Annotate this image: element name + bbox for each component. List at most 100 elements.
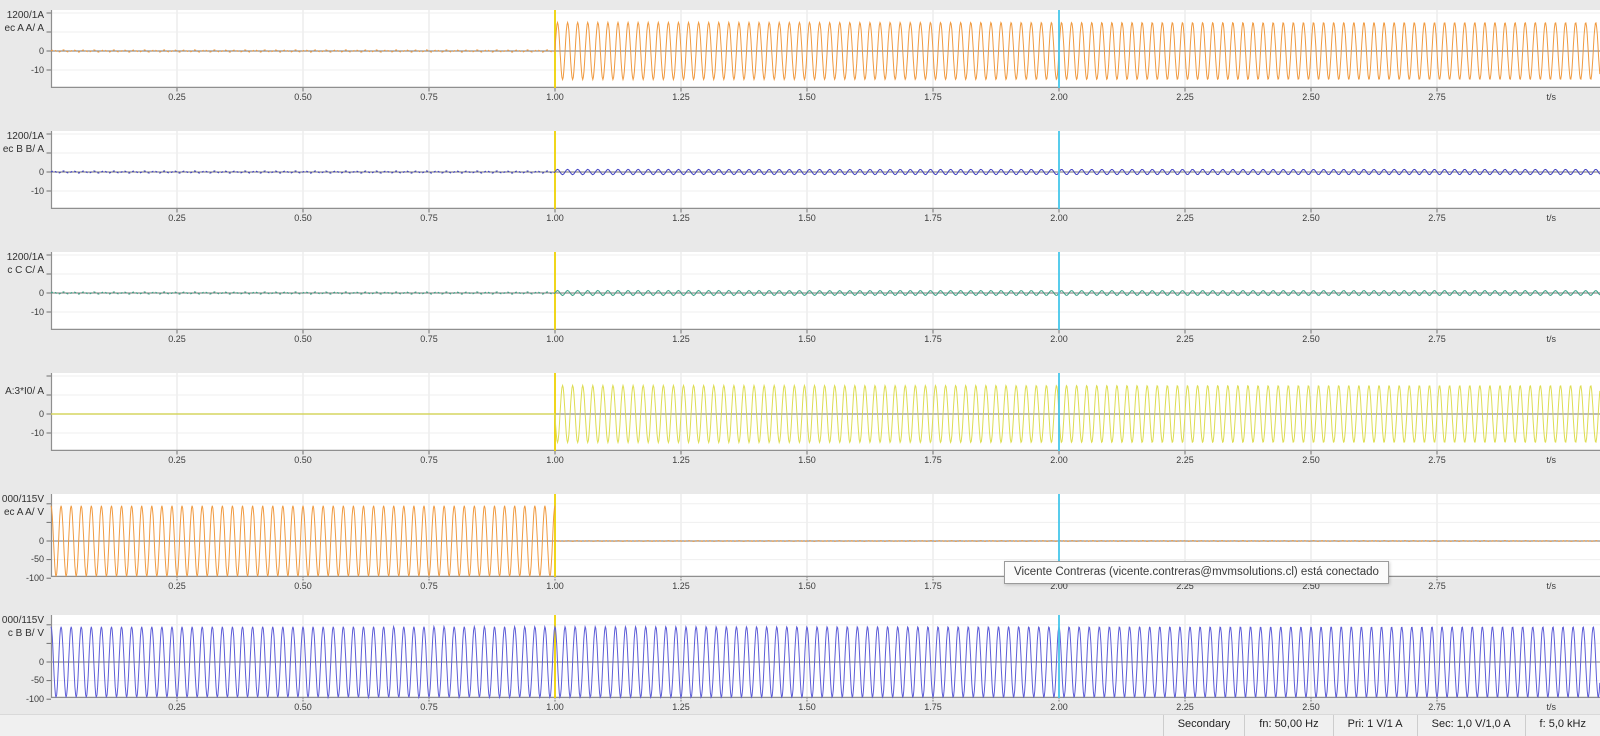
waveform-path bbox=[554, 540, 1600, 542]
channel-ratio-label bbox=[5, 372, 44, 385]
panel-row: 1200/1A ec B B/ A 0 -10 0.25 0.50 0.75 1.00 1.25… bbox=[0, 131, 1600, 229]
x-tick-label: 2.00 bbox=[1050, 213, 1068, 223]
x-axis-label-row: 0.25 0.50 0.75 1.00 1.25 1.50 1.75 2.00 2.25 2.50… bbox=[0, 455, 1600, 469]
channel-ratio-label: 1200/1A bbox=[6, 10, 44, 21]
panel-row: 1200/1A c C C/ A 0 -10 0.25 0.50 0.75 1.00 1.25 1… bbox=[0, 252, 1600, 350]
channel-label: 1200/1A ec B B/ A bbox=[3, 130, 44, 156]
time-unit-label: t/s bbox=[1546, 702, 1556, 712]
y-tick-label: -100 bbox=[25, 572, 44, 583]
x-tick-label: 1.25 bbox=[672, 92, 690, 102]
plot-area[interactable] bbox=[46, 10, 1600, 92]
status-bar: Secondary fn: 50,00 Hz Pri: 1 V/1 A Sec: 1,… bbox=[0, 714, 1600, 736]
x-tick-label: 1.00 bbox=[546, 92, 564, 102]
x-tick-label: 1.75 bbox=[924, 702, 942, 712]
y-tick-label: 0 bbox=[38, 287, 44, 298]
channel-name-label: ec B B/ A bbox=[2, 144, 44, 155]
waveform-path bbox=[50, 624, 1600, 700]
status-cell: f: 5,0 kHz bbox=[1524, 715, 1600, 736]
x-tick-label: 2.25 bbox=[1176, 213, 1194, 223]
time-unit-label: t/s bbox=[1546, 213, 1556, 223]
x-tick-label: 0.50 bbox=[294, 334, 312, 344]
x-tick-label: 0.25 bbox=[168, 92, 186, 102]
channel-label: 000/115V ec A A/ V bbox=[2, 493, 44, 519]
x-tick-label: 1.50 bbox=[798, 581, 816, 591]
channel-name-label: c C C/ A bbox=[7, 265, 44, 276]
waveform-path bbox=[554, 289, 1600, 297]
x-tick-label: 1.00 bbox=[546, 334, 564, 344]
x-tick-label: 1.75 bbox=[924, 455, 942, 465]
x-tick-label: 1.00 bbox=[546, 213, 564, 223]
y-tick-label: -10 bbox=[30, 306, 44, 317]
x-tick-label: 1.50 bbox=[798, 702, 816, 712]
plot-area[interactable] bbox=[46, 373, 1600, 455]
waveform-path bbox=[50, 505, 556, 577]
x-tick-label: 2.75 bbox=[1428, 334, 1446, 344]
channel-ratio-label: 000/115V bbox=[1, 615, 44, 626]
waveform-svg bbox=[46, 252, 1600, 334]
plot-area[interactable] bbox=[46, 252, 1600, 334]
x-tick-label: 2.75 bbox=[1428, 92, 1446, 102]
channel-label: 1200/1A c C C/ A bbox=[7, 251, 44, 277]
x-tick-label: 2.50 bbox=[1302, 702, 1320, 712]
waveform-svg bbox=[46, 131, 1600, 213]
channel-name-label: c B B/ V bbox=[7, 628, 44, 639]
status-cell: Pri: 1 V/1 A bbox=[1332, 715, 1417, 736]
waveform-path bbox=[554, 168, 1600, 176]
x-tick-label: 0.75 bbox=[420, 213, 438, 223]
x-tick-label: 1.25 bbox=[672, 455, 690, 465]
y-tick-label: 0 bbox=[38, 166, 44, 177]
x-tick-label: 2.00 bbox=[1050, 92, 1068, 102]
plot-area[interactable] bbox=[46, 615, 1600, 702]
channel-ratio-label: 1200/1A bbox=[6, 131, 44, 142]
status-cell: Secondary bbox=[1162, 715, 1245, 736]
x-tick-label: 2.00 bbox=[1050, 581, 1068, 591]
x-tick-label: 1.25 bbox=[672, 213, 690, 223]
x-tick-label: 2.25 bbox=[1176, 581, 1194, 591]
x-tick-label: 1.25 bbox=[672, 702, 690, 712]
x-tick-label: 2.50 bbox=[1302, 581, 1320, 591]
status-bar-spacer bbox=[0, 715, 1163, 736]
y-tick-label: -10 bbox=[30, 64, 44, 75]
x-tick-label: 1.75 bbox=[924, 213, 942, 223]
y-tick-label: 0 bbox=[38, 45, 44, 56]
y-tick-label: 0 bbox=[38, 656, 44, 667]
status-cell: Sec: 1,0 V/1,0 A bbox=[1416, 715, 1525, 736]
x-tick-label: 2.75 bbox=[1428, 455, 1446, 465]
time-unit-label: t/s bbox=[1546, 334, 1556, 344]
connection-tooltip: Vicente Contreras (vicente.contreras@mvm… bbox=[1004, 561, 1389, 584]
x-tick-label: 2.50 bbox=[1302, 455, 1320, 465]
x-tick-label: 0.75 bbox=[420, 334, 438, 344]
status-cell: fn: 50,00 Hz bbox=[1244, 715, 1332, 736]
x-tick-label: 0.25 bbox=[168, 455, 186, 465]
channel-ratio-label: 000/115V bbox=[1, 494, 44, 505]
panel-row: 000/115V c B B/ V 0 -50 -100 0.25 0.50 0.75 1.00… bbox=[0, 615, 1600, 718]
waveform-path bbox=[554, 20, 1600, 82]
x-tick-label: 2.50 bbox=[1302, 213, 1320, 223]
x-tick-label: 1.75 bbox=[924, 581, 942, 591]
waveform-svg bbox=[46, 10, 1600, 92]
panel-row: 1200/1A ec A A/ A 0 -10 0.25 0.50 0.75 1.00 1.25… bbox=[0, 10, 1600, 108]
x-tick-label: 2.25 bbox=[1176, 334, 1194, 344]
y-tick-label: 0 bbox=[38, 408, 44, 419]
x-tick-label: 0.75 bbox=[420, 702, 438, 712]
x-tick-label: 2.50 bbox=[1302, 92, 1320, 102]
x-tick-label: 2.25 bbox=[1176, 92, 1194, 102]
x-tick-label: 0.25 bbox=[168, 213, 186, 223]
plot-area[interactable] bbox=[46, 131, 1600, 213]
x-tick-label: 2.75 bbox=[1428, 213, 1446, 223]
x-axis-label-row: 0.25 0.50 0.75 1.00 1.25 1.50 1.75 2.00 2.25 2.50… bbox=[0, 213, 1600, 227]
time-unit-label: t/s bbox=[1546, 581, 1556, 591]
y-tick-label: 0 bbox=[38, 535, 44, 546]
channel-name-label: ec A A/ A bbox=[4, 23, 44, 34]
channel-label: A:3*I0/ A bbox=[5, 372, 44, 398]
x-tick-label: 2.25 bbox=[1176, 702, 1194, 712]
x-tick-label: 1.25 bbox=[672, 334, 690, 344]
x-tick-label: 0.50 bbox=[294, 581, 312, 591]
waveform-svg bbox=[46, 494, 1600, 581]
x-tick-label: 1.50 bbox=[798, 455, 816, 465]
x-tick-label: 2.00 bbox=[1050, 334, 1068, 344]
x-tick-label: 2.25 bbox=[1176, 455, 1194, 465]
x-tick-label: 1.00 bbox=[546, 455, 564, 465]
y-tick-label: -100 bbox=[25, 693, 44, 704]
